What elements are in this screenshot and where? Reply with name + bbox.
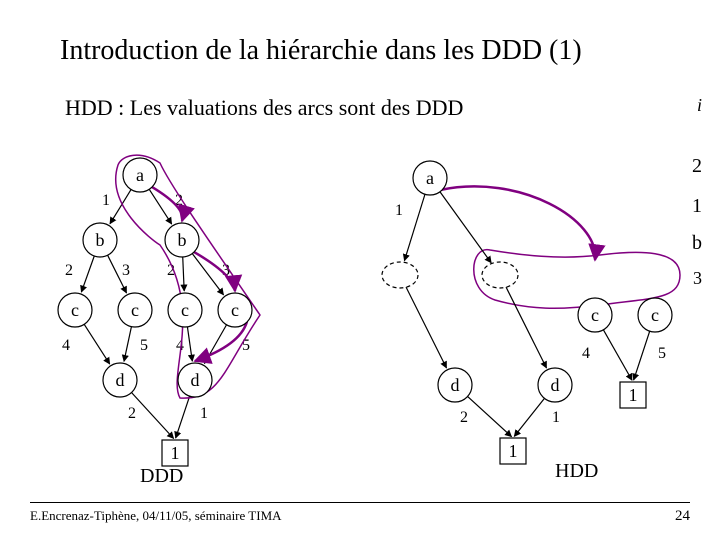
ddd-edge-label: 2 xyxy=(128,405,136,422)
ddd-edge xyxy=(81,256,94,292)
hdd-node-label: c xyxy=(591,305,599,325)
hdd-edge-label: 4 xyxy=(582,345,590,362)
footer-line xyxy=(30,502,690,503)
ddd-edge xyxy=(204,325,226,364)
ddd-node-label: c xyxy=(181,300,189,320)
ddd-edge-label: 3 xyxy=(122,262,130,279)
ddd-node-label: d xyxy=(191,370,200,390)
hdd-terminal-label: 1 xyxy=(509,441,518,461)
ddd-edge xyxy=(176,396,190,438)
ddd-terminal-label: 1 xyxy=(171,443,180,463)
hdd-node-label: a xyxy=(426,168,434,188)
diagram-svg: 122323454521abbccccdd112145accdd11 xyxy=(0,0,720,540)
hdd-edge-label: 1 xyxy=(395,202,403,219)
hdd-edge xyxy=(468,396,512,436)
hdd-node-label: c xyxy=(651,305,659,325)
ddd-edge xyxy=(187,327,192,361)
ddd-edge xyxy=(183,257,184,291)
hdd-dashed-node xyxy=(382,262,418,288)
hdd-node-label: d xyxy=(451,375,460,395)
hdd-edge xyxy=(634,331,650,380)
hdd-edge-label: 5 xyxy=(658,345,666,362)
hdd-edge xyxy=(404,194,425,260)
ddd-highlight-edge xyxy=(195,322,247,361)
ddd-edge xyxy=(110,189,131,223)
hdd-edge xyxy=(514,398,544,436)
ddd-node-label: a xyxy=(136,165,144,185)
hdd-edge xyxy=(440,192,491,263)
ddd-node-label: c xyxy=(231,300,239,320)
ddd-node-label: b xyxy=(178,230,187,250)
hdd-node-label: d xyxy=(551,375,560,395)
footer-left: E.Encrenaz-Tiphène, 04/11/05, séminaire … xyxy=(30,508,282,524)
ddd-edge-label: 4 xyxy=(62,337,70,354)
ddd-node-label: c xyxy=(131,300,139,320)
ddd-edge-label: 1 xyxy=(200,405,208,422)
ddd-edge xyxy=(149,189,171,224)
ddd-edge-label: 5 xyxy=(140,337,148,354)
ddd-edge-label: 1 xyxy=(102,192,110,209)
caption-ddd: DDD xyxy=(140,465,183,488)
ddd-edge xyxy=(84,324,110,364)
ddd-node-label: c xyxy=(71,300,79,320)
hdd-edge-label: 1 xyxy=(552,409,560,426)
hdd-dashed-node xyxy=(482,262,518,288)
hdd-terminal-label: 1 xyxy=(629,385,638,405)
ddd-edge-label: 5 xyxy=(242,337,250,354)
ddd-edge xyxy=(124,327,131,362)
slide-root: Introduction de la hiérarchie dans les D… xyxy=(0,0,720,540)
hdd-edge xyxy=(406,287,447,368)
hdd-edge xyxy=(506,287,547,368)
ddd-edge-label: 2 xyxy=(65,262,73,279)
footer-right: 24 xyxy=(675,508,690,525)
ddd-node-label: d xyxy=(116,370,125,390)
hdd-edge-label: 2 xyxy=(460,409,468,426)
ddd-edge xyxy=(131,393,173,439)
caption-hdd: HDD xyxy=(555,460,598,483)
ddd-node-label: b xyxy=(96,230,105,250)
hdd-edge xyxy=(603,330,632,380)
